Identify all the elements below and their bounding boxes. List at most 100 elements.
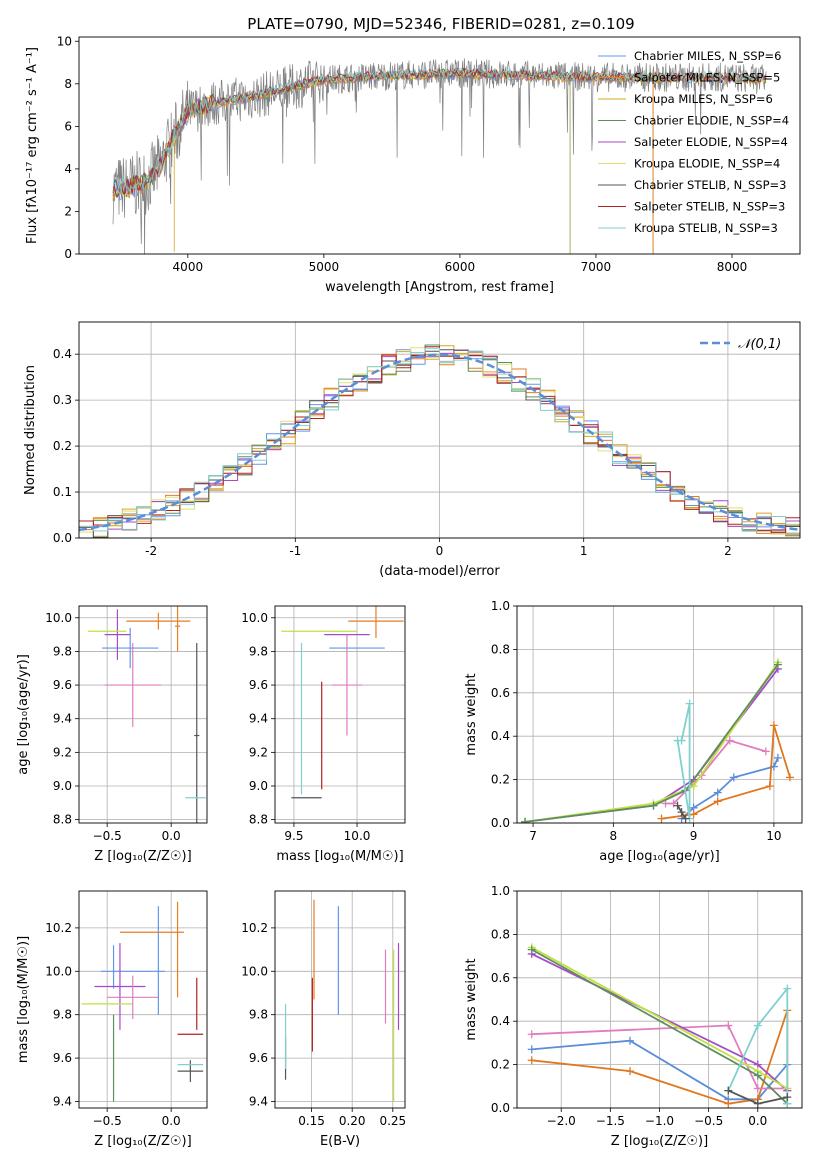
x-tick-label: 0.25 xyxy=(379,1114,406,1128)
weight-lines xyxy=(527,943,792,1108)
weight-point-marker xyxy=(769,721,778,730)
x-axis-label: age [log₁₀(age/yr)] xyxy=(599,849,720,864)
weight-point-marker xyxy=(677,808,686,817)
legend-label: Salpeter STELIB, N_SSP=3 xyxy=(634,200,785,214)
legend-label: Salpeter ELODIE, N_SSP=4 xyxy=(634,135,788,149)
y-tick-label: 1.0 xyxy=(491,599,510,613)
x-tick-label: −0.5 xyxy=(93,829,122,843)
y-tick-label: 2 xyxy=(64,204,72,218)
y-axis-label: mass weight xyxy=(464,958,479,1040)
weight-point-marker xyxy=(527,1045,536,1054)
weight-series-line xyxy=(524,668,779,823)
x-axis-label: mass [log₁₀(M/M☉)] xyxy=(276,849,403,864)
age-vs-metallicity-panel: −0.5 0.0 8.8 9.0 9.2 9.4 9.6 9.8 10.0 Z [log₁₀(Z/… xyxy=(16,605,208,864)
spectrum-panel: 4000 5000 6000 7000 8000 0 2 4 6 8 10 wavelength [A… xyxy=(25,34,801,295)
weight-point-marker xyxy=(761,747,770,756)
weight-point-marker xyxy=(689,810,698,819)
y-tick-label: 0.6 xyxy=(491,971,510,985)
legend-label: Kroupa ELODIE, N_SSP=4 xyxy=(634,157,780,171)
y-tick-label: 10.0 xyxy=(241,964,268,978)
weight-series-line xyxy=(727,986,789,1104)
weight-point-marker xyxy=(729,773,738,782)
y-tick-label: 9.0 xyxy=(53,779,72,793)
y-tick-label: 9.4 xyxy=(249,712,268,726)
axes-frame xyxy=(78,321,801,539)
legend-label: 𝒩(0,1) xyxy=(738,337,781,352)
x-axis-label: Z [log₁₀(Z/Z☉)] xyxy=(611,1134,708,1149)
y-tick-label: 0.0 xyxy=(53,531,72,545)
x-tick-label: 6000 xyxy=(445,260,476,274)
axes-frame xyxy=(516,890,803,1109)
normal-curve xyxy=(79,353,800,532)
x-tick-label: 0.0 xyxy=(162,829,181,843)
y-tick-label: 8.8 xyxy=(249,813,268,827)
weight-point-marker xyxy=(626,1067,635,1076)
observed-spectrum xyxy=(112,58,767,254)
weight-point-marker xyxy=(673,736,682,745)
mass-vs-extinction-panel: 0.15 0.20 0.25 9.4 9.6 9.8 10.0 10.2 E(B-V) xyxy=(241,890,406,1149)
x-tick-label: 0.20 xyxy=(339,1114,366,1128)
x-tick-label: 7000 xyxy=(581,260,612,274)
weight-point-marker xyxy=(527,1056,536,1065)
y-tick-label: 1.0 xyxy=(491,884,510,898)
x-axis-label: Z [log₁₀(Z/Z☉)] xyxy=(94,1134,191,1149)
x-tick-label: −2.0 xyxy=(547,1114,576,1128)
y-tick-label: 10.2 xyxy=(241,921,268,935)
y-tick-label: 0.3 xyxy=(53,393,72,407)
y-tick-label: 0.1 xyxy=(53,485,72,499)
weight-point-marker xyxy=(753,1084,762,1093)
y-tick-label: 6 xyxy=(64,119,72,133)
y-tick-label: 9.2 xyxy=(53,745,72,759)
weight-point-marker xyxy=(527,1030,536,1039)
age-vs-mass-panel: 9.5 10.0 8.8 9.0 9.2 9.4 9.6 9.8 10.0 mass [log₁₀… xyxy=(241,605,406,864)
x-tick-label: −1.5 xyxy=(596,1114,625,1128)
y-tick-label: 8.8 xyxy=(53,813,72,827)
weight-point-marker xyxy=(753,1099,762,1108)
y-tick-label: 10.0 xyxy=(241,611,268,625)
axes-frame xyxy=(516,605,803,824)
x-axis-label: wavelength [Angstrom, rest frame] xyxy=(325,280,554,295)
x-tick-label: 9.5 xyxy=(284,829,303,843)
weight-point-marker xyxy=(657,814,666,823)
x-tick-label: 10 xyxy=(766,829,781,843)
x-tick-label: 2 xyxy=(724,544,732,558)
x-tick-label: 4000 xyxy=(173,260,204,274)
error-bars xyxy=(281,606,404,799)
weight-point-marker xyxy=(773,753,782,762)
y-tick-label: 0.2 xyxy=(53,439,72,453)
weight-point-marker xyxy=(725,736,734,745)
x-tick-label: −0.5 xyxy=(694,1114,723,1128)
legend-label: Chabrier MILES, N_SSP=6 xyxy=(634,49,781,63)
y-tick-label: 4 xyxy=(64,162,72,176)
axes-frame xyxy=(78,605,208,824)
figure-title: PLATE=0790, MJD=52346, FIBERID=0281, z=0… xyxy=(247,15,634,33)
y-tick-label: 9.6 xyxy=(53,678,72,692)
error-bars xyxy=(81,901,204,1102)
y-tick-label: 9.4 xyxy=(249,1094,268,1108)
x-tick-label: 0 xyxy=(436,544,444,558)
y-tick-label: 9.8 xyxy=(249,1008,268,1022)
weight-series-line xyxy=(524,661,779,823)
weight-point-marker xyxy=(713,797,722,806)
y-tick-label: 10.2 xyxy=(45,921,72,935)
axes-frame xyxy=(78,890,208,1109)
weight-point-marker xyxy=(724,1021,733,1030)
y-axis-label: mass weight xyxy=(464,673,479,755)
weight-lines xyxy=(521,658,794,823)
y-tick-label: 9.8 xyxy=(53,644,72,658)
weight-point-marker xyxy=(753,1071,762,1080)
weight-point-marker xyxy=(773,660,782,669)
y-tick-label: 9.4 xyxy=(53,712,72,726)
x-tick-label: -2 xyxy=(145,544,157,558)
mass-vs-metallicity-panel: −0.5 0.0 9.4 9.6 9.8 10.0 10.2 Z [log₁₀(Z/Z☉)] m… xyxy=(16,890,208,1149)
y-tick-label: 0.4 xyxy=(491,1014,510,1028)
weight-point-marker xyxy=(724,1099,733,1108)
x-tick-label: 0.0 xyxy=(162,1114,181,1128)
x-tick-label: 0.15 xyxy=(298,1114,325,1128)
weight-series-line xyxy=(680,757,779,820)
residual-histogram-panel: -2 -1 0 1 2 0.0 0.1 0.2 0.3 0.4 (data-model)/error… xyxy=(23,321,801,579)
weight-point-marker xyxy=(626,1036,635,1045)
legend-label: Salpeter MILES, N_SSP=5 xyxy=(634,71,780,85)
x-tick-label: 9 xyxy=(690,829,698,843)
